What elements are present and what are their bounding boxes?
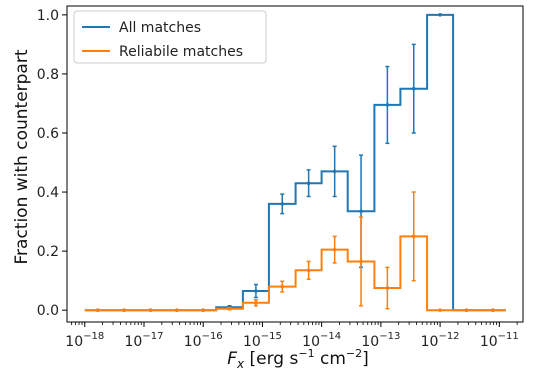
y-tick-label: 0.2 [37,244,59,260]
data-point [306,268,311,273]
x-tick-label: 10−15 [243,331,282,350]
data-point [332,169,337,174]
x-tick-label: 10−13 [361,331,400,350]
data-point [332,247,337,252]
data-point [359,209,363,214]
y-tick-label: 0.4 [37,185,59,201]
y-tick-label: 0.6 [37,126,59,142]
data-point [280,202,285,206]
data-point [175,308,179,312]
x-tick-label: 10−18 [65,331,104,350]
data-point [201,308,206,312]
y-tick-label: 0.8 [37,67,59,83]
y-tick-label: 0.0 [37,303,59,319]
data-point [411,234,416,239]
x-axis-label: Fx [erg s−1 cm−2] [227,347,369,371]
data-point [438,13,442,17]
y-tick-label: 1.0 [37,8,59,24]
x-tick-label: 10−11 [480,331,519,350]
data-point [254,289,258,293]
data-point [464,308,469,312]
data-point [148,308,153,312]
x-tick-label: 10−16 [184,331,223,350]
data-point [411,86,416,91]
data-point [385,103,390,107]
data-point [385,286,390,290]
legend-box [73,10,267,64]
data-point [438,308,442,312]
data-point [280,284,285,289]
legend-label: Reliabile matches [119,44,243,60]
plot-frame [66,5,524,323]
x-tick-label: 10−17 [125,331,164,350]
x-tick-label: 10−12 [421,331,460,350]
data-point [359,259,363,264]
y-axis-label: Fraction with counterpart [12,49,32,264]
data-point [490,308,495,312]
data-point [122,308,126,312]
x-tick-label: 10−14 [302,331,341,350]
data-point [227,306,232,311]
data-point [306,181,311,185]
data-point [254,301,258,305]
legend-label: All matches [119,20,201,36]
data-point [95,308,100,312]
series-line-reliable-matches [84,235,506,312]
